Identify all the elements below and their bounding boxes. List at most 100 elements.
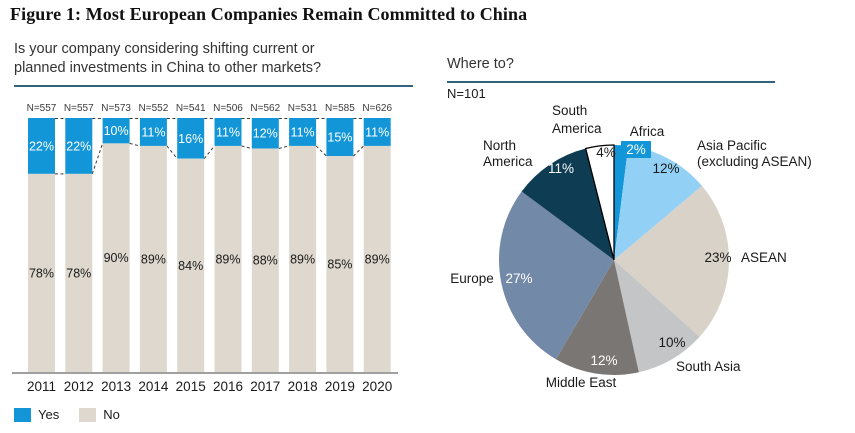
bar-segment-yes <box>214 118 242 146</box>
bar-label-yes: 10% <box>104 124 129 138</box>
bar-segment-yes <box>139 118 167 146</box>
pie-slice-name-label: (excluding ASEAN) <box>697 154 812 169</box>
bar-segment-yes <box>251 118 279 149</box>
bar-segment-yes <box>363 118 391 146</box>
bar-label-yes: 11% <box>216 125 240 139</box>
bar-year-label: 2018 <box>288 379 318 394</box>
pie-n-label: N=101 <box>447 86 486 101</box>
bar-year-label: 2020 <box>362 379 392 394</box>
bar-segment-yes <box>326 118 354 157</box>
pie-slice <box>614 145 629 260</box>
legend-item-no: No <box>79 407 120 422</box>
bar-chart-question: Is your company considering shifting cur… <box>14 40 413 87</box>
bar-label-no: 84% <box>178 259 203 273</box>
connector-boundary-dashed <box>353 145 365 157</box>
bar-segment-yes <box>289 118 317 146</box>
pie-slice-name-label: America <box>552 121 602 136</box>
bar-chart-legend: Yes No <box>14 407 132 422</box>
bar-segment-no <box>251 148 279 372</box>
bar-label-yes: 12% <box>253 127 278 141</box>
pie-value-label-box <box>621 141 651 158</box>
connector-boundary-dashed <box>129 142 141 147</box>
bar-segment-no <box>214 145 242 372</box>
pie-chart: 2% Africa 12% Asia Pacific(excluding ASEAN)… <box>450 103 812 390</box>
pie-slice-name-label: North <box>483 138 516 153</box>
bar-n-label: N=562 <box>250 103 280 114</box>
bar-n-label: N=557 <box>27 103 57 114</box>
bar-label-no: 90% <box>104 251 129 265</box>
figure-title: Figure 1: Most European Companies Remain… <box>10 4 528 24</box>
pie-value-label: 27% <box>505 271 532 286</box>
bar-label-no: 89% <box>215 252 240 266</box>
no-swatch-icon <box>79 407 97 422</box>
connector-boundary-dashed <box>241 145 252 149</box>
pie-slice-name-label: South <box>552 103 587 118</box>
bar-year-label: 2019 <box>325 379 355 394</box>
bar-segment-yes <box>28 118 55 174</box>
pie-value-label: 10% <box>658 335 685 350</box>
connector-boundary-dashed <box>278 145 290 149</box>
bar-label-yes: 22% <box>66 139 91 153</box>
bar-segment-yes <box>177 118 205 159</box>
bar-n-label: N=541 <box>176 103 206 114</box>
bar-label-no: 89% <box>290 252 315 266</box>
bar-chart-question-line2: planned investments in China to other ma… <box>14 60 322 76</box>
bar-segment-yes <box>102 118 130 144</box>
bar-n-label: N=573 <box>101 103 131 114</box>
pie-slice <box>521 148 614 260</box>
bar-chart: N=557 22% 78% 2011 N=557 22% 78% 2012 N=573 10% 90… <box>12 103 398 394</box>
pie-value-label: 4% <box>596 145 616 160</box>
bar-segment-no <box>28 173 55 372</box>
bar-label-no: 89% <box>365 252 390 266</box>
connector-boundary-dashed <box>315 145 327 157</box>
bar-year-label: 2011 <box>27 379 56 394</box>
pie-value-label: 11% <box>548 161 574 176</box>
connector-boundary-dashed <box>166 145 178 159</box>
pie-slice <box>614 145 702 260</box>
bar-year-label: 2014 <box>138 379 169 394</box>
pie-slice <box>555 260 639 375</box>
bar-segment-no <box>102 143 130 372</box>
bar-year-label: 2013 <box>101 379 131 394</box>
pie-slice-name-label: ASEAN <box>741 250 787 265</box>
bar-n-label: N=585 <box>325 103 355 114</box>
bar-label-no: 88% <box>253 254 278 268</box>
bar-segment-no <box>363 145 391 372</box>
pie-value-label: 12% <box>590 353 617 368</box>
pie-slice-name-label: Asia Pacific <box>697 138 767 153</box>
bar-n-label: N=531 <box>288 103 318 114</box>
bar-label-no: 78% <box>66 266 91 280</box>
legend-item-yes: Yes <box>14 407 59 422</box>
connector-boundary-dashed <box>91 143 104 175</box>
pie-slice <box>584 144 615 261</box>
bar-segment-yes <box>65 118 93 174</box>
bar-label-yes: 11% <box>291 125 315 139</box>
pie-value-label: 23% <box>704 250 731 265</box>
pie-slice-name-label: Africa <box>630 124 665 139</box>
bar-label-yes: 16% <box>178 132 203 146</box>
bar-segment-no <box>177 158 205 372</box>
bar-segment-no <box>326 156 354 372</box>
bar-label-yes: 11% <box>141 125 165 139</box>
pie-value-label: 2% <box>626 142 646 157</box>
bar-year-label: 2017 <box>250 379 280 394</box>
pie-slice <box>499 191 614 360</box>
bar-n-label: N=552 <box>139 103 169 114</box>
bar-segment-no <box>289 145 317 372</box>
bar-label-no: 85% <box>327 258 352 272</box>
pie-slice-name-label: America <box>483 154 533 169</box>
bar-segment-no <box>139 145 167 372</box>
legend-label-no: No <box>103 407 120 422</box>
bar-label-yes: 15% <box>327 131 352 145</box>
bar-label-yes: 11% <box>365 125 389 139</box>
bar-year-label: 2012 <box>64 379 94 394</box>
pie-chart-title: Where to? <box>447 55 775 83</box>
yes-swatch-icon <box>14 407 31 422</box>
bar-label-no: 78% <box>29 266 54 280</box>
legend-label-yes: Yes <box>38 407 60 422</box>
pie-slice <box>614 185 729 337</box>
connector-boundary-dashed <box>203 145 215 159</box>
bar-n-label: N=506 <box>213 103 243 114</box>
bar-chart-question-line1: Is your company considering shifting cur… <box>14 41 315 57</box>
